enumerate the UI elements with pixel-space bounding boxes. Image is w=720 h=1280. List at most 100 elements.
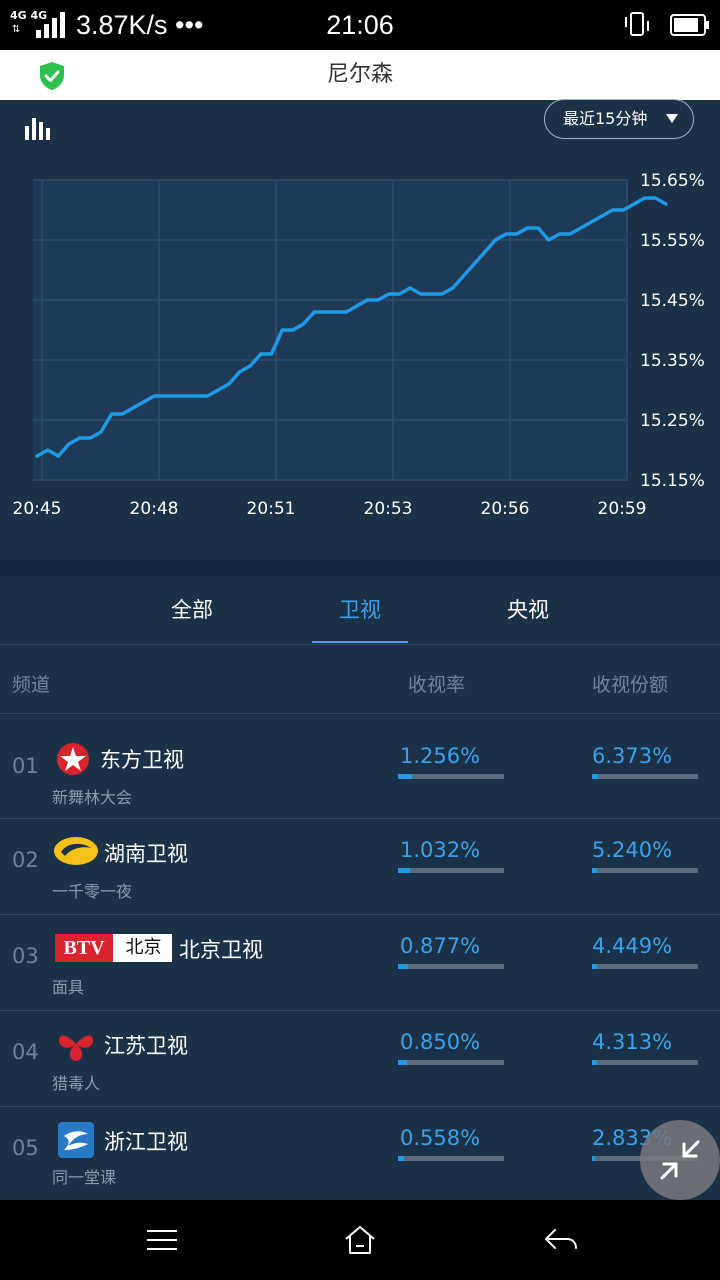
share-bar-fill <box>592 774 599 779</box>
header-channel: 频道 <box>12 674 51 696</box>
vibrate-icon <box>625 12 649 36</box>
tab-all[interactable]: 全部 <box>171 598 213 622</box>
rank: 03 <box>12 944 39 968</box>
caret-down-icon <box>666 114 678 123</box>
network-type: 4G 4G <box>10 9 48 22</box>
plot-area <box>33 180 628 480</box>
rating-bar-fill <box>398 964 408 969</box>
share-value: 6.373% <box>592 744 673 768</box>
rating-value: 1.032% <box>400 838 481 862</box>
clock: 21:06 <box>326 10 394 40</box>
dragon-tv-logo-icon <box>57 743 89 775</box>
collapse-arrows-icon <box>660 1140 700 1180</box>
share-bar-fill <box>592 1060 597 1065</box>
series-line <box>35 196 668 458</box>
rating-bar-fill <box>398 1060 407 1065</box>
x-tick-label: 20:51 <box>247 499 296 519</box>
title-bar <box>0 50 720 100</box>
channel-name: 湖南卫视 <box>104 842 188 866</box>
time-range-label: 最近15分钟 <box>563 109 648 128</box>
program-name: 面具 <box>52 978 85 997</box>
back-icon[interactable] <box>543 1227 579 1253</box>
channel-tabs: 全部 卫视 央视 <box>0 576 720 645</box>
table-row[interactable]: 01 东方卫视 新舞林大会 1.256% 6.373% <box>0 722 720 819</box>
share-bar-fill <box>592 868 598 873</box>
rating-bar <box>398 964 504 969</box>
tab-cctv[interactable]: 央视 <box>507 598 549 622</box>
rating-bar-fill <box>398 774 412 779</box>
share-bar <box>592 868 698 873</box>
share-value: 4.313% <box>592 1030 673 1054</box>
table-header: 频道 收视率 收视份额 <box>0 645 720 714</box>
program-name: 一千零一夜 <box>52 882 133 901</box>
share-bar <box>592 1060 698 1065</box>
rating-value: 0.558% <box>400 1126 481 1150</box>
table-row[interactable]: 04 江苏卫视 猎毒人 0.850% 4.313% <box>0 1010 720 1107</box>
x-tick-label: 20:53 <box>364 499 413 519</box>
btv-logo-text: BTV <box>55 934 113 962</box>
shield-check-icon[interactable] <box>38 61 66 91</box>
signal-icon <box>36 12 65 38</box>
program-name: 新舞林大会 <box>52 788 133 807</box>
table-row[interactable]: 05 浙江卫视 同一堂课 0.558% 2.833% <box>0 1106 720 1202</box>
collapse-button[interactable] <box>640 1120 720 1200</box>
home-icon[interactable] <box>343 1224 377 1256</box>
rating-bar-fill <box>398 1156 405 1161</box>
header-rating: 收视率 <box>408 674 466 696</box>
share-bar-fill <box>592 1156 596 1161</box>
y-tick-label: 15.45% <box>640 291 705 311</box>
share-bar-fill <box>592 964 597 969</box>
x-tick-label: 20:56 <box>481 499 530 519</box>
x-tick-label: 20:45 <box>13 499 62 519</box>
share-bar <box>592 964 698 969</box>
rating-bar <box>398 1060 504 1065</box>
btv-logo-icon: BTV 北京 <box>55 934 172 962</box>
rank: 02 <box>12 848 39 872</box>
y-tick-label: 15.25% <box>640 411 705 431</box>
battery-icon <box>670 14 709 36</box>
rating-bar-fill <box>398 868 410 873</box>
rating-bar <box>398 774 504 779</box>
share-bar <box>592 774 698 779</box>
y-tick-label: 15.65% <box>640 171 705 191</box>
table-row[interactable]: 02 湖南卫视 一千零一夜 1.032% 5.240% <box>0 818 720 915</box>
tab-satellite[interactable]: 卫视 <box>339 598 381 622</box>
x-tick-label: 20:59 <box>598 499 647 519</box>
y-tick-label: 15.35% <box>640 351 705 371</box>
program-name: 猎毒人 <box>52 1074 101 1093</box>
time-range-dropdown[interactable]: 最近15分钟 <box>544 99 694 139</box>
program-name: 同一堂课 <box>52 1168 117 1187</box>
x-tick-label: 20:48 <box>130 499 179 519</box>
channel-name: 浙江卫视 <box>104 1130 188 1154</box>
y-tick-label: 15.55% <box>640 231 705 251</box>
status-bar: 4G 4G ⇅ 3.87K/s ••• 21:06 <box>0 0 720 50</box>
rating-line-chart: 15.65% 15.55% 15.45% 15.35% 15.25% 15.15% 20:4… <box>13 171 705 519</box>
rating-value: 1.256% <box>400 744 481 768</box>
zhejiang-tv-logo-icon <box>58 1122 94 1158</box>
system-nav-bar <box>0 1200 720 1280</box>
section-divider <box>0 560 720 576</box>
table-row[interactable]: 03 BTV 北京 北京卫视 面具 0.877% 4.449% <box>0 914 720 1011</box>
bar-chart-icon[interactable] <box>25 116 53 140</box>
data-arrows-icon: ⇅ <box>12 24 21 35</box>
rating-bar <box>398 868 504 873</box>
rating-bar <box>398 1156 504 1161</box>
rank: 05 <box>12 1136 39 1160</box>
jiangsu-tv-logo-icon <box>58 1035 94 1061</box>
rating-value: 0.877% <box>400 934 481 958</box>
channel-name: 北京卫视 <box>179 938 263 962</box>
rank: 01 <box>12 754 39 778</box>
channel-name: 东方卫视 <box>100 748 184 772</box>
hunan-tv-logo-icon <box>54 837 98 865</box>
menu-icon[interactable] <box>145 1228 179 1252</box>
active-tab-indicator <box>312 641 408 643</box>
page-title: 尼尔森 <box>326 62 393 87</box>
rank: 04 <box>12 1040 39 1064</box>
header-share: 收视份额 <box>592 674 669 696</box>
share-value: 5.240% <box>592 838 673 862</box>
channel-name: 江苏卫视 <box>104 1034 188 1058</box>
network-speed: 3.87K/s ••• <box>76 10 204 40</box>
y-tick-label: 15.15% <box>640 471 705 491</box>
btv-logo-cn-text: 北京 <box>125 937 162 958</box>
share-value: 4.449% <box>592 934 673 958</box>
